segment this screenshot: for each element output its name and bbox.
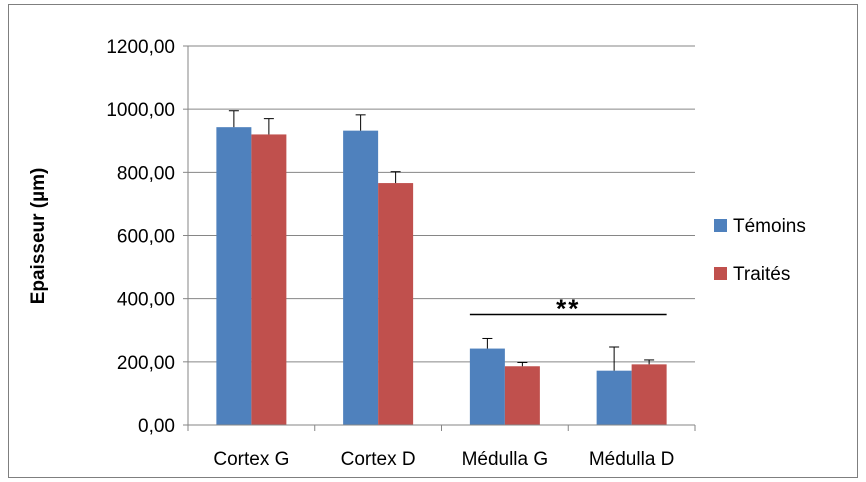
significance-label: ** — [556, 293, 580, 323]
y-tick-label: 200,00 — [117, 353, 175, 374]
bar-temoins — [343, 130, 379, 426]
bar-temoins — [216, 127, 252, 426]
legend-swatch — [714, 267, 727, 280]
y-tick-label: 400,00 — [117, 290, 175, 311]
bar-temoins — [469, 348, 505, 425]
y-tick-label: 600,00 — [117, 227, 175, 248]
x-tick-label: Médulla G — [462, 449, 549, 470]
y-tick-label: 800,00 — [117, 163, 175, 184]
bar-temoins — [596, 370, 632, 425]
x-tick-label: Cortex D — [341, 449, 416, 470]
legend: Témoins Traités — [714, 216, 806, 285]
bar-traites — [504, 366, 540, 425]
error-bars — [228, 110, 655, 371]
bars — [216, 127, 667, 426]
x-tick-label: Cortex G — [213, 449, 289, 470]
legend-label: Témoins — [733, 216, 806, 237]
significance-annotation: ** — [469, 293, 667, 323]
tick-labels: 0,00 200,00 400,00 600,00 800,00 1000,00 1200,… — [106, 37, 674, 470]
axes — [183, 45, 696, 431]
y-axis-title: Epaisseur (µm) — [28, 168, 49, 305]
y-tick-label: 1000,00 — [106, 100, 175, 121]
legend-label: Traités — [733, 264, 790, 285]
y-tick-label: 1200,00 — [106, 37, 175, 58]
bar-traites — [631, 364, 667, 425]
y-tick-label: 0,00 — [138, 416, 175, 437]
bar-traites — [378, 183, 414, 425]
x-tick-label: Médulla D — [589, 449, 675, 470]
chart-frame — [8, 4, 858, 478]
legend-swatch — [714, 219, 727, 232]
bar-traites — [251, 134, 287, 425]
